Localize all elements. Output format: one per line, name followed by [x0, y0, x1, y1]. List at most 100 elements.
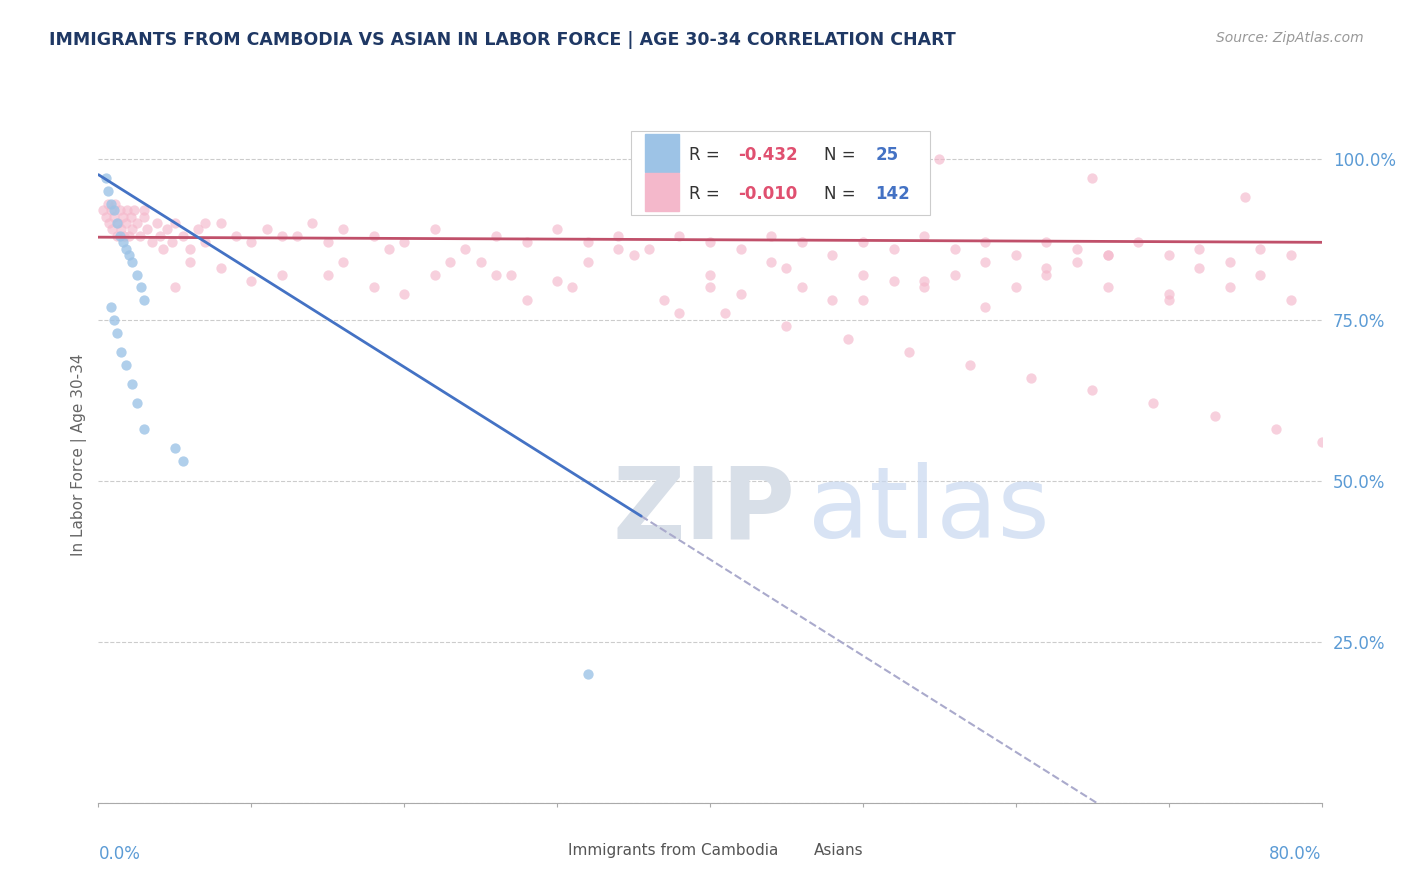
Point [163, 216, 186, 230]
Point [1142, 396, 1164, 410]
Point [117, 203, 139, 218]
Point [316, 268, 339, 282]
Point [120, 210, 142, 224]
Point [91, 203, 114, 218]
Point [837, 332, 859, 346]
Point [332, 222, 354, 236]
Point [363, 228, 385, 243]
Point [1081, 384, 1104, 398]
Point [1035, 235, 1057, 250]
Point [125, 216, 148, 230]
Point [852, 235, 875, 250]
Point [94, 210, 117, 224]
Point [105, 216, 128, 230]
Point [125, 268, 148, 282]
Point [1097, 248, 1119, 262]
Point [1264, 422, 1286, 436]
Point [561, 280, 583, 294]
Point [107, 216, 129, 230]
Point [115, 216, 138, 230]
Point [1249, 242, 1271, 256]
Point [363, 280, 385, 294]
Point [454, 242, 477, 256]
Point [163, 442, 186, 456]
Point [759, 254, 782, 268]
Point [1157, 293, 1180, 308]
Point [714, 306, 737, 320]
Point [134, 293, 156, 308]
Point [1188, 242, 1211, 256]
Point [134, 210, 156, 224]
Point [485, 228, 508, 243]
Point [172, 454, 194, 468]
Point [1204, 409, 1226, 424]
Point [1279, 293, 1302, 308]
Text: -0.010: -0.010 [738, 185, 797, 203]
Text: atlas: atlas [808, 462, 1049, 559]
Point [852, 293, 875, 308]
Point [912, 228, 935, 243]
Point [1249, 268, 1271, 282]
Point [108, 228, 131, 243]
Point [209, 216, 232, 230]
Point [730, 242, 752, 256]
Text: 25: 25 [875, 145, 898, 164]
Point [141, 235, 163, 250]
Point [943, 242, 966, 256]
Text: ZIP: ZIP [612, 462, 794, 559]
Point [607, 242, 630, 256]
Point [110, 222, 132, 236]
Point [134, 203, 156, 218]
Point [1279, 248, 1302, 262]
Point [108, 203, 131, 218]
Point [110, 344, 132, 359]
Point [172, 228, 194, 243]
Point [790, 235, 813, 250]
Point [115, 242, 138, 256]
Point [546, 222, 568, 236]
Point [111, 210, 134, 224]
Point [103, 210, 125, 224]
FancyBboxPatch shape [645, 173, 679, 211]
Point [98, 216, 121, 230]
Point [145, 216, 167, 230]
Point [759, 228, 782, 243]
Point [128, 228, 150, 243]
Point [301, 216, 323, 230]
Text: R =: R = [689, 185, 725, 203]
Point [439, 254, 461, 268]
Point [316, 235, 339, 250]
Point [187, 222, 209, 236]
Point [240, 235, 263, 250]
Point [94, 170, 117, 185]
Point [152, 242, 174, 256]
FancyBboxPatch shape [779, 838, 808, 865]
FancyBboxPatch shape [645, 134, 679, 172]
Point [1004, 280, 1026, 294]
Point [1128, 235, 1150, 250]
Point [974, 235, 997, 250]
Point [101, 222, 124, 236]
Point [378, 242, 401, 256]
Point [423, 222, 446, 236]
Point [240, 274, 263, 288]
Y-axis label: In Labor Force | Age 30-34: In Labor Force | Age 30-34 [72, 353, 87, 557]
Point [699, 235, 721, 250]
Point [179, 254, 201, 268]
Point [637, 242, 661, 256]
Point [1219, 280, 1241, 294]
Point [100, 300, 122, 314]
Point [546, 274, 568, 288]
Point [1019, 370, 1042, 384]
Point [112, 228, 135, 243]
Point [105, 228, 128, 243]
Point [699, 280, 721, 294]
Point [912, 274, 935, 288]
Point [97, 196, 120, 211]
Point [974, 254, 997, 268]
Point [100, 203, 122, 218]
Point [1066, 254, 1088, 268]
Text: IMMIGRANTS FROM CAMBODIA VS ASIAN IN LABOR FORCE | AGE 30-34 CORRELATION CHART: IMMIGRANTS FROM CAMBODIA VS ASIAN IN LAB… [49, 31, 956, 49]
Text: N =: N = [824, 145, 860, 164]
Point [392, 286, 416, 301]
